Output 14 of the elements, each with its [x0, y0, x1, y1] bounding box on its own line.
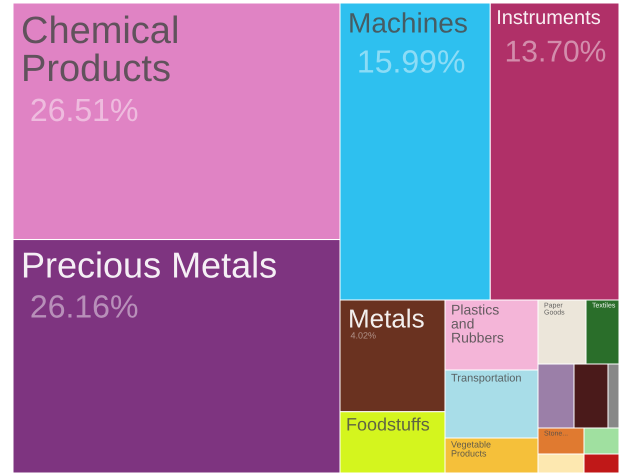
data-label: 26.16% — [21, 288, 138, 324]
data-label: 4.02% — [348, 330, 376, 341]
data-label: 15.99% — [348, 43, 466, 80]
data-label: 26.51% — [21, 92, 138, 128]
category-label: Instruments — [496, 7, 601, 29]
category-label: Chemical Products — [21, 10, 180, 90]
category-label: Plastics and Rubbers — [451, 302, 504, 346]
category-label: Precious Metals — [21, 244, 278, 286]
data-label: 13.70% — [496, 36, 606, 68]
category-label: Vegetable Products — [451, 439, 492, 458]
category-label: Transportation — [451, 372, 522, 385]
category-label: Metals — [348, 303, 425, 334]
category-label: Foodstuffs — [346, 414, 430, 435]
category-label: Machines — [348, 7, 468, 38]
